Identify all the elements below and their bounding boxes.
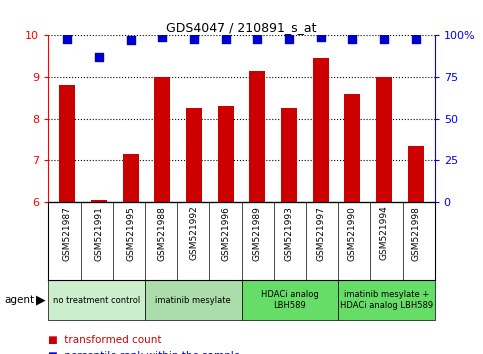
Text: ■  transformed count: ■ transformed count [48,335,162,345]
Text: GSM521990: GSM521990 [348,206,357,261]
Text: GSM521991: GSM521991 [95,206,103,261]
Bar [249,71,265,202]
Text: GSM521995: GSM521995 [126,206,135,261]
Title: GDS4047 / 210891_s_at: GDS4047 / 210891_s_at [166,21,317,34]
Bar [186,108,202,202]
Bar [91,200,107,202]
Point [190,36,198,41]
Bar [408,145,424,202]
Text: ■  percentile rank within the sample: ■ percentile rank within the sample [48,351,241,354]
Text: GSM521988: GSM521988 [158,206,167,261]
Bar [376,77,392,202]
Point [317,34,325,40]
Text: GSM521993: GSM521993 [284,206,294,261]
Text: imatinib mesylate: imatinib mesylate [156,296,231,304]
Bar [123,154,139,202]
Text: GSM521998: GSM521998 [411,206,420,261]
Point [222,36,229,41]
Text: GSM521994: GSM521994 [380,206,388,261]
Text: GSM521992: GSM521992 [189,206,199,261]
Text: GSM521997: GSM521997 [316,206,325,261]
Point [412,36,420,41]
Bar [344,93,360,202]
Point [349,36,356,41]
Bar [281,108,297,202]
Bar [155,77,170,202]
Point [380,36,388,41]
Point [95,54,103,60]
Bar [218,106,234,202]
Text: GSM521996: GSM521996 [221,206,230,261]
Text: ▶: ▶ [36,293,46,307]
Point [127,38,134,43]
Point [254,36,261,41]
Bar [313,58,328,202]
Text: agent: agent [5,295,35,305]
Point [285,36,293,41]
Point [63,36,71,41]
Text: no treatment control: no treatment control [53,296,140,304]
Text: imatinib mesylate +
HDACi analog LBH589: imatinib mesylate + HDACi analog LBH589 [340,290,433,310]
Text: GSM521989: GSM521989 [253,206,262,261]
Bar [59,85,75,202]
Text: HDACi analog
LBH589: HDACi analog LBH589 [261,290,319,310]
Point [158,34,166,40]
Text: GSM521987: GSM521987 [63,206,72,261]
